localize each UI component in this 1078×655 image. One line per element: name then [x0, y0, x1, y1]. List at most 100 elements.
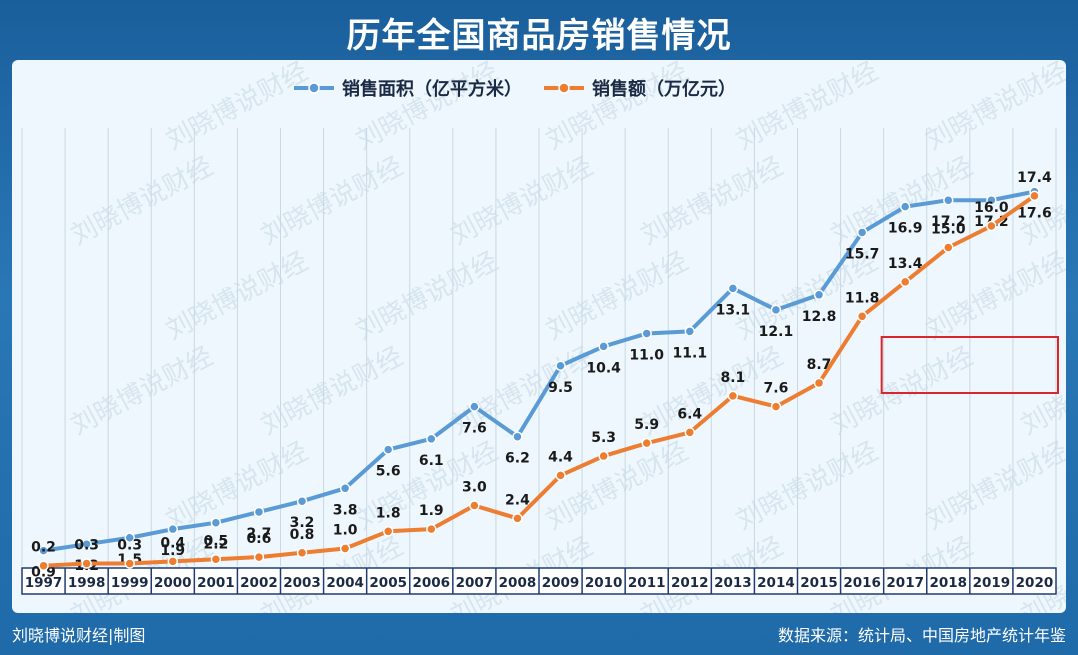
watermark-text: 刘晓博说财经 [636, 151, 788, 251]
data-label: 0.2 [31, 540, 56, 556]
watermark-text: 刘晓博说财经 [351, 246, 503, 346]
data-label: 17.6 [1017, 206, 1052, 222]
data-label: 13.4 [888, 256, 923, 272]
watermark-text: 刘晓博说财经 [921, 60, 1066, 156]
data-point [943, 242, 954, 253]
x-tick-label: 2009 [542, 575, 580, 591]
watermark-text: 刘晓博说财经 [921, 246, 1066, 346]
data-point [598, 341, 609, 352]
data-label: 17.2 [931, 214, 966, 230]
data-point [253, 551, 265, 563]
data-point [339, 543, 351, 554]
data-label: 9.5 [548, 380, 573, 396]
x-tick-label: 2006 [413, 575, 451, 591]
data-label: 3.2 [290, 515, 315, 531]
data-label: 0.3 [117, 538, 142, 554]
legend-label-0: 销售面积（亿平方米） [342, 78, 522, 100]
data-point [684, 427, 696, 438]
watermark-text: 刘晓博说财经 [921, 436, 1066, 536]
data-point [899, 201, 911, 212]
data-label: 8.7 [807, 357, 832, 373]
data-point [727, 390, 739, 402]
data-label: 1.0 [333, 523, 358, 539]
watermark-text: 刘晓博说财经 [256, 151, 408, 251]
data-point [469, 401, 480, 412]
x-tick-label: 2015 [800, 575, 838, 591]
data-point [210, 517, 222, 528]
data-point [555, 470, 566, 481]
data-label: 0.3 [74, 538, 99, 554]
data-point [986, 220, 997, 232]
data-point [641, 437, 652, 449]
data-point [296, 547, 308, 559]
data-point [770, 304, 782, 316]
x-tick-label: 2013 [714, 575, 752, 591]
data-label: 1.9 [419, 503, 444, 519]
data-point [81, 558, 92, 569]
data-point [38, 560, 49, 571]
data-point [167, 523, 179, 535]
data-point [727, 283, 739, 294]
data-point [598, 450, 609, 462]
data-point [813, 289, 825, 301]
data-point [986, 194, 997, 206]
data-point [1029, 190, 1040, 202]
data-label: 6.4 [677, 406, 702, 422]
data-label: 1.8 [376, 505, 401, 521]
x-tick-label: 1998 [68, 575, 106, 591]
data-point [770, 401, 782, 412]
watermark-text: 刘晓博说财经 [256, 341, 408, 441]
x-tick-label: 2005 [369, 575, 407, 591]
data-label: 11.0 [629, 348, 664, 364]
data-label: 2.4 [505, 492, 530, 508]
data-point [469, 500, 480, 511]
legend-label-1: 销售额（万亿元） [592, 78, 736, 100]
data-point [296, 495, 308, 507]
x-tick-label: 2003 [283, 575, 321, 591]
data-point [382, 526, 394, 537]
data-label: 2.2 [203, 537, 228, 553]
data-label: 8.1 [720, 370, 745, 386]
watermark-text: 刘晓博说财经 [826, 341, 978, 441]
data-point [856, 227, 868, 238]
data-label: 3.0 [462, 480, 487, 496]
watermark-text: 刘晓博说财经 [351, 60, 503, 156]
data-label: 5.3 [591, 430, 616, 446]
data-point [555, 360, 566, 371]
highlight-box [880, 336, 1060, 394]
data-label: 11.8 [845, 290, 880, 306]
data-point [253, 506, 265, 518]
data-point [684, 326, 696, 337]
data-point [856, 311, 868, 322]
data-label: 16.9 [888, 221, 923, 237]
data-label: 6.1 [419, 453, 444, 469]
data-label: 1.9 [160, 543, 185, 559]
watermark-text: 刘晓博说财经 [446, 151, 598, 251]
x-tick-label: 2007 [456, 575, 494, 591]
x-tick-label: 2002 [240, 575, 278, 591]
data-point [167, 556, 179, 567]
data-point [124, 558, 135, 569]
watermark-text: 刘晓博说财经 [66, 151, 218, 251]
x-tick-label: 1997 [25, 575, 63, 591]
data-label: 5.9 [634, 417, 659, 433]
data-point [943, 194, 954, 206]
watermark-text: 刘晓博说财经 [66, 341, 218, 441]
x-tick-label: 2014 [757, 575, 795, 591]
data-label: 4.4 [548, 449, 573, 465]
data-label: 0.4 [160, 535, 185, 551]
x-tick-label: 2018 [930, 575, 968, 591]
data-label: 0.8 [290, 527, 315, 543]
series-line-1 [43, 194, 1036, 568]
data-label: 0.5 [203, 533, 228, 549]
data-point [210, 554, 222, 565]
data-label: 7.6 [462, 421, 487, 437]
data-point [382, 444, 394, 455]
x-tick-label: 2016 [843, 575, 881, 591]
data-point [899, 276, 911, 288]
x-tick-label: 2010 [585, 575, 623, 591]
data-point [339, 483, 351, 494]
x-tick-label: 2011 [628, 575, 666, 591]
page-title: 历年全国商品房销售情况 [346, 16, 732, 56]
